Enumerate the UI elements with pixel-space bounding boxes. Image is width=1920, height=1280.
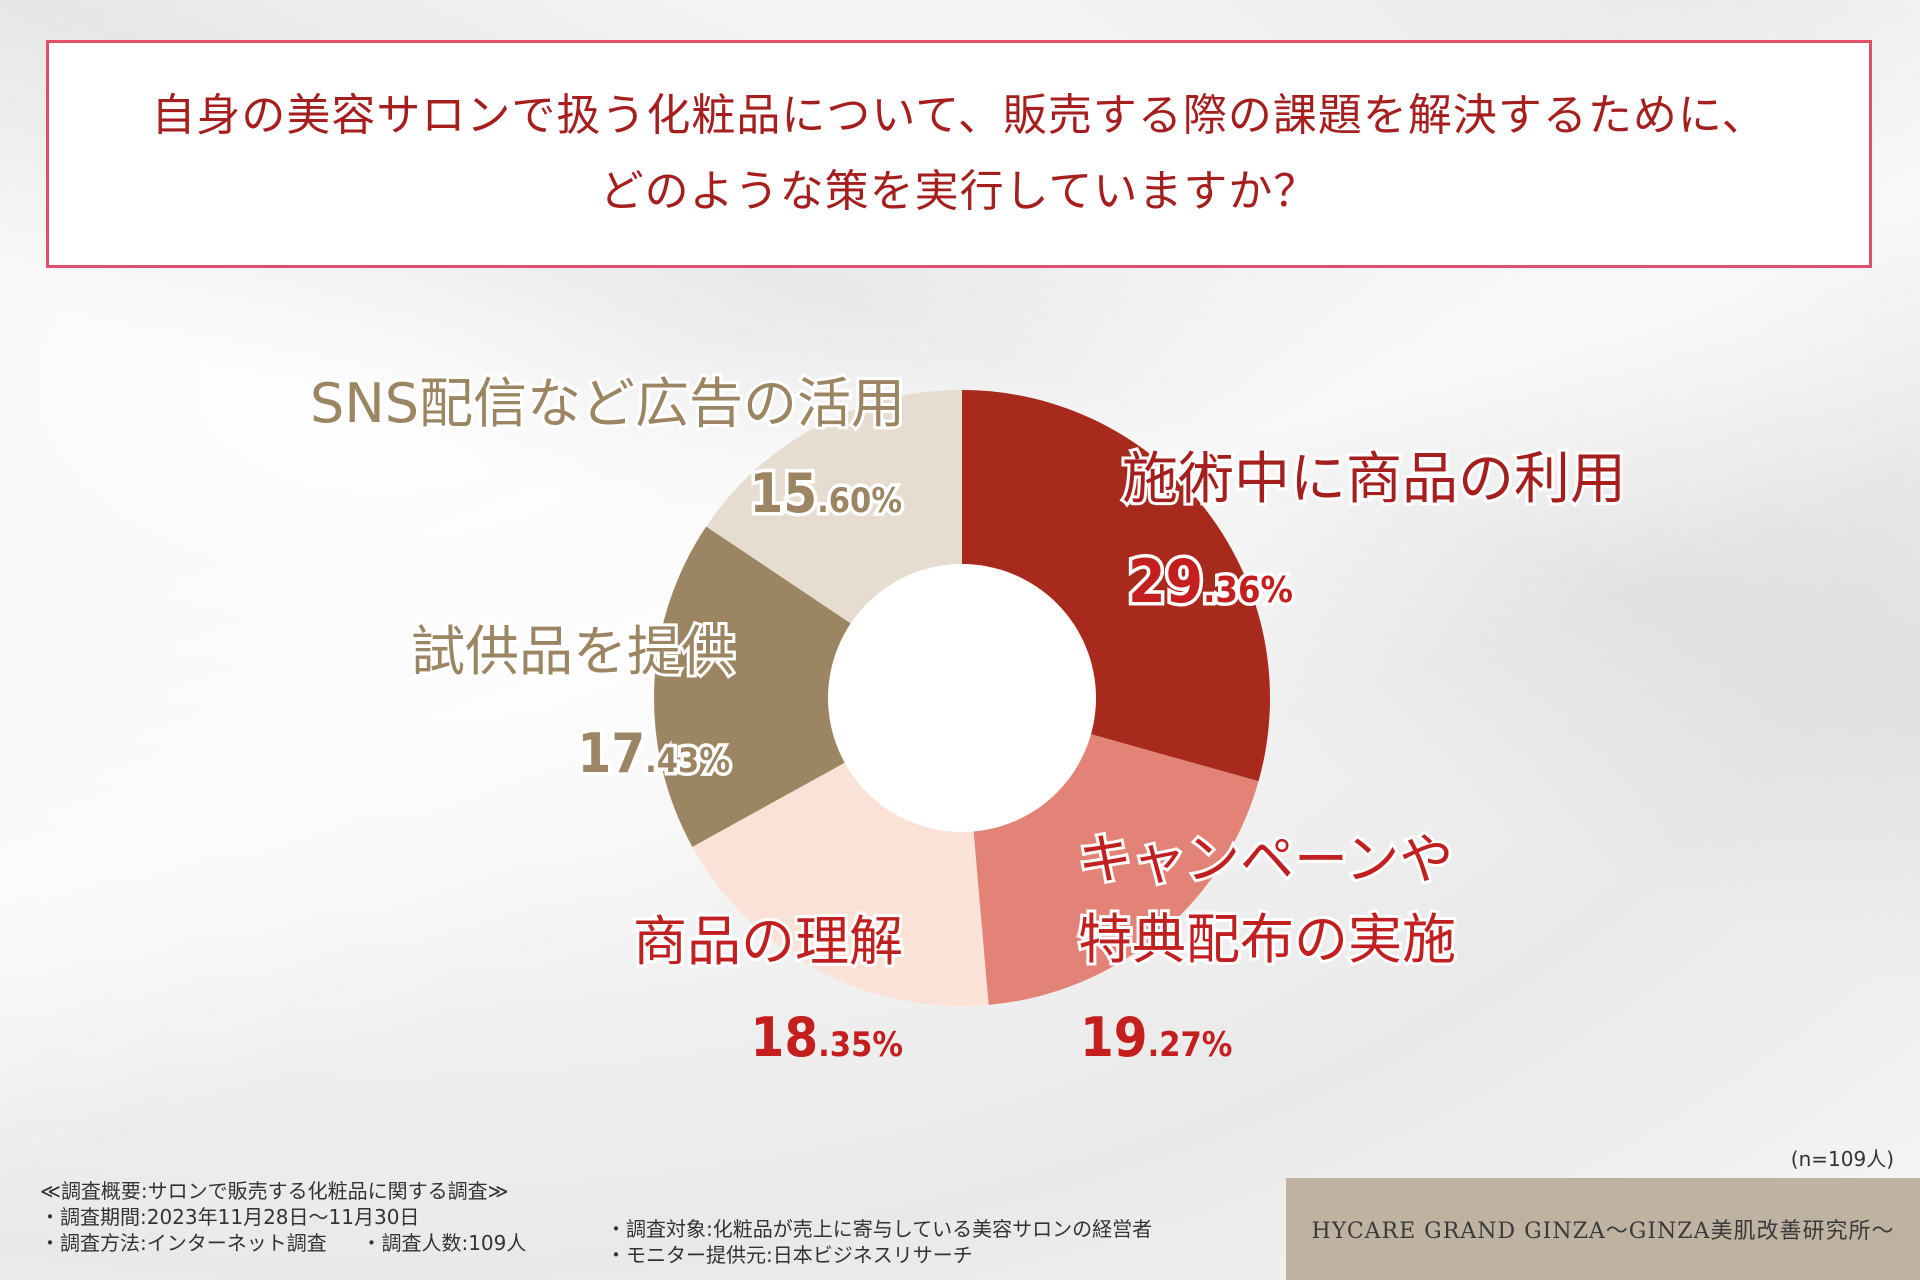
title-line-1: 自身の美容サロンで扱う化粧品について、販売する際の課題を解決するために、 (151, 90, 1767, 141)
slice-label-5: SNS配信など広告の活用 (310, 372, 905, 435)
survey-period: ・調査期間:2023年11月28日〜11月30日 (40, 1205, 420, 1229)
slice-label-2: キャンペーンや特典配布の実施 (1078, 828, 1456, 971)
slice-percent-1: 29.36% (1128, 547, 1293, 617)
survey-method: ・調査方法:インターネット調査 (40, 1231, 327, 1255)
survey-details: ・調査対象:化粧品が売上に寄与している美容サロンの経営者 ・モニター提供元:日本… (606, 1216, 1152, 1268)
slice-percent-4: 17.43% (578, 722, 730, 785)
survey-count: ・調査人数:109人 (361, 1231, 527, 1255)
slice-percent-2: 19.27% (1080, 1006, 1232, 1069)
slice-label-4: 試供品を提供 (411, 620, 735, 683)
donut-chart: 施術中に商品の利用 29.36% キャンペーンや特典配布の実施 19.27% 商品の理解… (307, 369, 1629, 1069)
survey-provider: ・モニター提供元:日本ビジネスリサーチ (606, 1243, 973, 1267)
slice-labels: 施術中に商品の利用 29.36% キャンペーンや特典配布の実施 19.27% 商品の理解… (307, 369, 1629, 1069)
slice-percent-5: 15.60% (750, 462, 902, 525)
slice-percent-3: 18.35% (751, 1006, 903, 1069)
survey-target: ・調査対象:化粧品が売上に寄与している美容サロンの経営者 (606, 1217, 1153, 1241)
question-title: 自身の美容サロンで扱う化粧品について、販売する際の課題を解決するために、 どのよ… (46, 40, 1872, 268)
title-line-2: どのような策を実行していますか？ (599, 166, 1319, 217)
slice-label-1: 施術中に商品の利用 (1122, 447, 1626, 512)
sample-size-note: (n=109人) (1790, 1147, 1894, 1171)
survey-summary: ≪調査概要:サロンで販売する化粧品に関する調査≫ ・調査期間:2023年11月2… (40, 1178, 526, 1256)
slice-4 (654, 526, 962, 847)
donut-hole (828, 564, 1096, 832)
survey-heading: ≪調査概要:サロンで販売する化粧品に関する調査≫ (40, 1179, 509, 1203)
slice-label-3: 商品の理解 (633, 910, 903, 973)
survey-method-row: ・調査方法:インターネット調査 ・調査人数:109人 (40, 1230, 526, 1256)
brand-banner: HYCARE GRAND GINZA〜GINZA美肌改善研究所〜 (1286, 1178, 1920, 1280)
